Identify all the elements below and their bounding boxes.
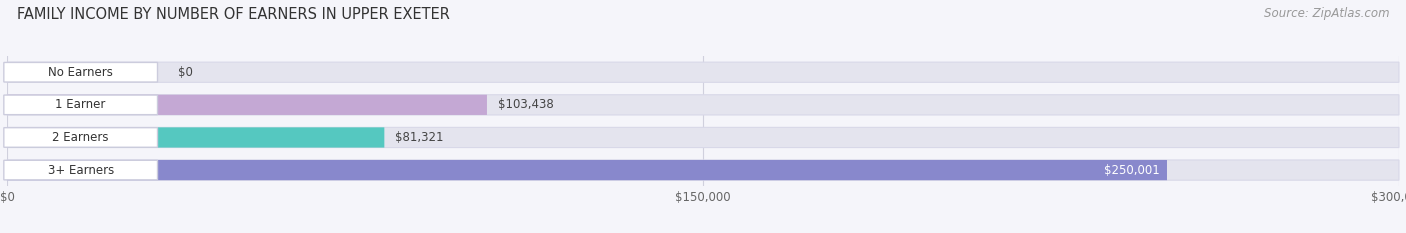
Text: $81,321: $81,321 (395, 131, 444, 144)
FancyBboxPatch shape (7, 160, 1399, 180)
Text: $0: $0 (179, 66, 193, 79)
Text: 1 Earner: 1 Earner (55, 98, 105, 111)
FancyBboxPatch shape (7, 95, 1399, 115)
Text: Source: ZipAtlas.com: Source: ZipAtlas.com (1264, 7, 1389, 20)
FancyBboxPatch shape (4, 160, 157, 180)
FancyBboxPatch shape (4, 62, 157, 82)
FancyBboxPatch shape (7, 95, 486, 115)
FancyBboxPatch shape (7, 127, 1399, 147)
Text: $103,438: $103,438 (498, 98, 554, 111)
FancyBboxPatch shape (7, 62, 1399, 82)
Text: $250,001: $250,001 (1104, 164, 1160, 177)
FancyBboxPatch shape (7, 160, 1167, 180)
Text: 3+ Earners: 3+ Earners (48, 164, 114, 177)
Text: 2 Earners: 2 Earners (52, 131, 108, 144)
FancyBboxPatch shape (7, 127, 384, 147)
Text: No Earners: No Earners (48, 66, 112, 79)
Text: FAMILY INCOME BY NUMBER OF EARNERS IN UPPER EXETER: FAMILY INCOME BY NUMBER OF EARNERS IN UP… (17, 7, 450, 22)
FancyBboxPatch shape (4, 128, 157, 147)
FancyBboxPatch shape (4, 95, 157, 115)
